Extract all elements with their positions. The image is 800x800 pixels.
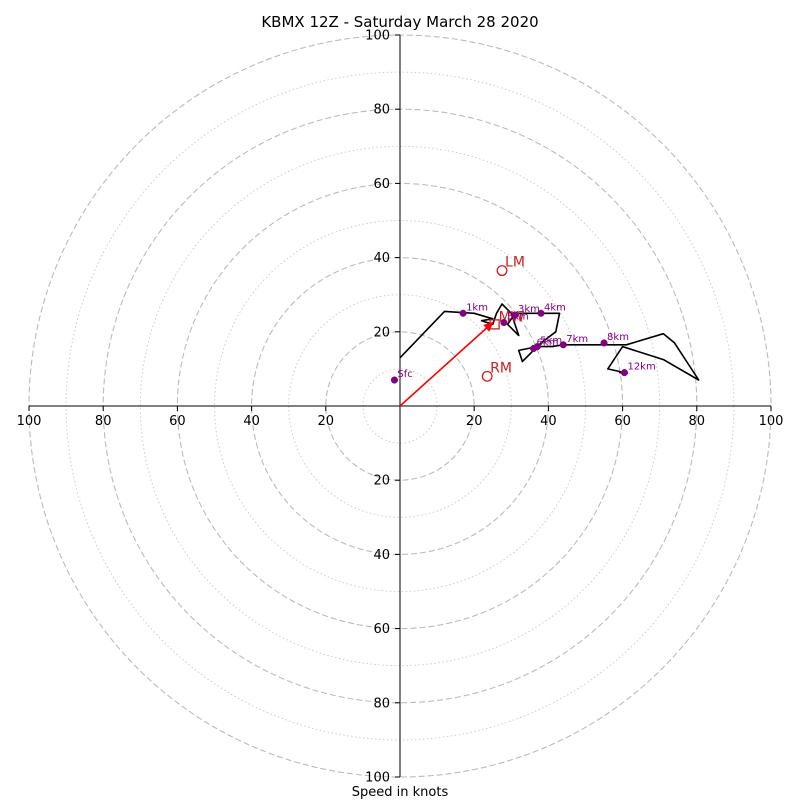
- chart-title: KBMX 12Z - Saturday March 28 2020: [261, 13, 538, 31]
- height-marker-label: 5km: [540, 336, 562, 347]
- height-marker-label: 7km: [566, 334, 588, 345]
- height-marker-dot: [620, 369, 629, 377]
- storm-motion-label: RM: [490, 360, 512, 376]
- x-tick-label: 60: [614, 414, 631, 429]
- x-tick-label: 40: [243, 414, 260, 429]
- height-marker-dot: [459, 309, 467, 317]
- storm-motion-arrow: [399, 321, 494, 407]
- y-tick-label: 80: [373, 103, 390, 118]
- mean-wind-marker: [489, 319, 500, 330]
- storm-motion-label: LM: [505, 255, 525, 271]
- y-tick-label: 20: [373, 325, 390, 340]
- x-tick-label: 80: [689, 414, 706, 429]
- tick-labels: 100 80 60 40 20 20 40 60 80 100 100 80 60 40 20 20 40 60 8…: [17, 29, 784, 786]
- y-tick-label: 40: [373, 548, 390, 563]
- storm-motion-marker: [481, 370, 493, 382]
- x-tick-label: 60: [169, 414, 186, 429]
- height-marker-dot: [559, 341, 567, 349]
- storm-motion-marker: [496, 265, 508, 277]
- height-marker-dot: [537, 309, 545, 317]
- height-marker-label: 1km: [466, 302, 488, 313]
- height-marker-dot: [511, 311, 519, 319]
- x-tick-label: 20: [318, 414, 335, 429]
- height-marker-dot: [600, 339, 608, 347]
- height-marker-label: 8km: [607, 332, 629, 343]
- x-tick-label: 40: [540, 414, 557, 429]
- x-tick-label: 80: [95, 414, 112, 429]
- height-marker-label: 12km: [627, 362, 655, 373]
- height-marker-label: 4km: [544, 302, 566, 313]
- y-tick-label: 40: [373, 251, 390, 266]
- height-marker-dot: [533, 343, 541, 351]
- hodograph-trace: [399, 303, 700, 381]
- y-tick-label: 80: [373, 696, 390, 711]
- height-marker-label: 5km: [507, 312, 529, 323]
- y-tick-label: 100: [365, 771, 390, 786]
- x-tick-label: 20: [466, 414, 483, 429]
- y-tick-label: 60: [373, 622, 390, 637]
- x-tick-label: 100: [759, 414, 784, 429]
- height-marker-dot: [390, 376, 398, 384]
- height-marker-label: 3km: [518, 304, 540, 315]
- y-tick-label: 100: [365, 29, 390, 44]
- y-tick-label: 20: [373, 474, 390, 489]
- x-axis-label: Speed in knots: [352, 785, 449, 800]
- height-marker-label: Sfc: [397, 369, 412, 380]
- height-marker-dot: [500, 318, 508, 327]
- height-marker-label: 6km: [537, 337, 559, 348]
- x-tick-label: 100: [17, 414, 42, 429]
- y-tick-label: 60: [373, 177, 390, 192]
